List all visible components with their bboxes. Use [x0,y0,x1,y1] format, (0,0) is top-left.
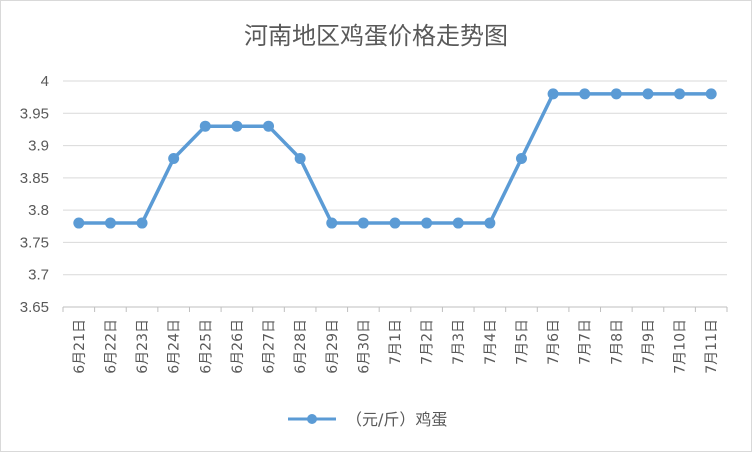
legend-marker-swatch [307,414,317,424]
x-tick-label: 7月3日 [451,319,467,365]
grid-layer [62,80,728,312]
data-point-marker [579,88,591,100]
y-tick-label: 3.65 [20,299,49,316]
y-tick-label: 3.95 [20,105,49,122]
x-tick-label: 7月9日 [641,319,657,365]
x-tick-label: 6月27日 [262,319,278,374]
x-tick-label: 6月28日 [293,319,309,374]
data-point-marker [294,152,306,164]
data-point-marker [231,120,243,132]
data-point-marker [199,120,211,132]
data-point-marker [547,88,559,100]
data-point-marker [610,88,622,100]
x-tick-label: 6月29日 [325,319,341,374]
y-tick-label: 3.8 [28,202,49,219]
data-point-marker [168,152,180,164]
x-tick-label: 7月6日 [546,319,562,365]
series-layer [73,88,717,229]
data-point-marker [326,217,338,229]
x-tick-label: 6月30日 [356,319,372,374]
data-point-marker [389,217,401,229]
y-tick-label: 4 [41,73,49,90]
x-tick-label: 6月25日 [198,319,214,374]
y-tick-label: 3.7 [28,267,49,284]
data-point-marker [674,88,686,100]
x-tick-label: 7月2日 [420,319,436,365]
x-tick-label: 7月7日 [578,319,594,365]
data-point-marker [515,152,527,164]
chart-title: 河南地区鸡蛋价格走势图 [244,22,508,50]
x-tick-label: 7月10日 [673,319,689,374]
x-tick-label: 7月8日 [609,319,625,365]
x-tick-label: 6月26日 [230,319,246,374]
data-point-marker [73,217,85,229]
data-point-marker [421,217,433,229]
y-tick-label: 3.75 [20,234,49,251]
legend-label: （元/斤）鸡蛋 [346,410,447,429]
data-point-marker [705,88,717,100]
legend: （元/斤）鸡蛋 [288,410,447,429]
x-tick-label: 6月22日 [103,319,119,374]
x-tick-label: 6月21日 [72,319,88,374]
x-tick-label: 7月1日 [388,319,404,365]
y-tick-label: 3.85 [20,170,49,187]
y-axis-ticks: 3.65 3.7 3.75 3.8 3.85 3.9 3.95 4 [20,73,49,316]
x-axis-ticks: 6月21日 6月22日 6月23日 6月24日 6月25日 6月26日 6月27日 6月28日… [72,319,720,374]
data-point-marker [484,217,496,229]
data-point-marker [642,88,654,100]
x-tick-label: 7月11日 [704,319,720,374]
x-tick-label: 7月5日 [514,319,530,365]
y-tick-label: 3.9 [28,138,49,155]
x-tick-label: 6月23日 [135,319,151,374]
data-point-marker [357,217,369,229]
data-point-marker [104,217,116,229]
data-point-marker [452,217,464,229]
data-point-marker [263,120,275,132]
data-point-marker [136,217,148,229]
x-tick-label: 6月24日 [167,319,183,374]
x-tick-label: 7月4日 [483,319,499,365]
